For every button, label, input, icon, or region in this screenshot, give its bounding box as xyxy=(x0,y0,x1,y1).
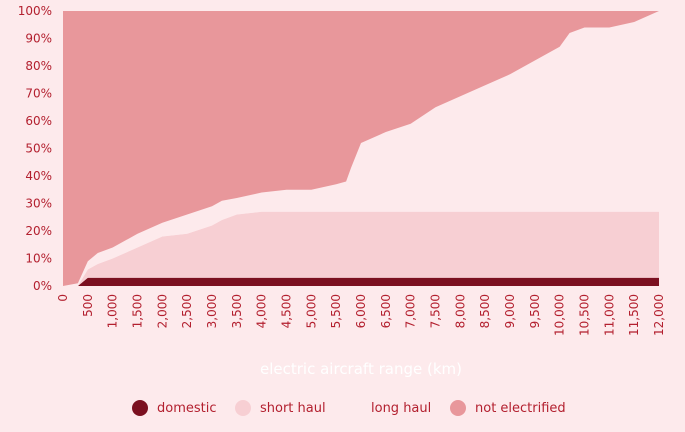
x-axis-label: electric aircraft range (km) xyxy=(260,360,462,378)
x-tick-label: 8,000 xyxy=(453,294,467,328)
legend-item-short-haul: short haul xyxy=(235,400,326,416)
x-tick-label: 6,500 xyxy=(379,294,393,328)
x-tick-label: 3,000 xyxy=(205,294,219,328)
legend-swatch xyxy=(346,400,362,416)
legend-item-not-electrified: not electrified xyxy=(450,400,566,416)
area-not-electrified xyxy=(63,11,659,286)
x-tick-label: 11,500 xyxy=(627,294,641,336)
x-axis: 0 500 1,000 1,500 2,000 2,500 3,000 3,500 4,000 4… xyxy=(56,294,666,336)
x-tick-label: 4,500 xyxy=(280,294,294,328)
y-tick-label: 10% xyxy=(25,252,52,266)
y-tick-label: 70% xyxy=(25,87,52,101)
x-tick-label: 9,000 xyxy=(503,294,517,328)
x-tick-label: 3,500 xyxy=(230,294,244,328)
y-tick-label: 50% xyxy=(25,142,52,156)
x-tick-label: 10,500 xyxy=(578,294,592,336)
y-tick-label: 0% xyxy=(33,279,52,293)
y-tick-label: 100% xyxy=(18,4,52,18)
x-tick-label: 5,500 xyxy=(329,294,343,328)
x-tick-label: 11,000 xyxy=(602,294,616,336)
legend-label: short haul xyxy=(260,401,326,416)
x-tick-label: 10,000 xyxy=(553,294,567,336)
legend-item-long-haul: long haul xyxy=(346,400,431,416)
legend-item-domestic: domestic xyxy=(132,400,217,416)
legend-label: long haul xyxy=(371,401,431,416)
x-tick-label: 7,000 xyxy=(404,294,418,328)
x-tick-label: 2,000 xyxy=(155,294,169,328)
legend-label: not electrified xyxy=(475,401,566,416)
x-tick-label: 9,500 xyxy=(528,294,542,328)
y-tick-label: 20% xyxy=(25,224,52,238)
legend: domestic short haul long haul not electrifi… xyxy=(132,400,566,416)
x-tick-label: 7,500 xyxy=(429,294,443,328)
x-tick-label: 1,000 xyxy=(106,294,120,328)
legend-label: domestic xyxy=(157,401,217,416)
x-tick-label: 2,500 xyxy=(180,294,194,328)
legend-swatch xyxy=(132,400,148,416)
y-tick-label: 90% xyxy=(25,32,52,46)
x-tick-label: 5,000 xyxy=(304,294,318,328)
legend-swatch xyxy=(235,400,251,416)
area-short-haul xyxy=(63,211,659,286)
y-tick-label: 40% xyxy=(25,169,52,183)
x-tick-label: 0 xyxy=(56,294,70,302)
x-tick-label: 6,000 xyxy=(354,294,368,328)
area-group xyxy=(63,11,659,286)
x-tick-label: 12,000 xyxy=(652,294,666,336)
legend-swatch xyxy=(450,400,466,416)
area-domestic xyxy=(63,277,659,286)
area-long-haul xyxy=(63,11,659,286)
x-tick-label: 1,500 xyxy=(131,294,145,328)
y-tick-label: 30% xyxy=(25,197,52,211)
y-tick-label: 80% xyxy=(25,59,52,73)
x-tick-label: 8,500 xyxy=(478,294,492,328)
y-tick-label: 60% xyxy=(25,114,52,128)
x-tick-label: 500 xyxy=(81,294,95,317)
x-tick-label: 4,000 xyxy=(255,294,269,328)
y-axis: 0% 10% 20% 30% 40% 50% 60% 70% 80% 90% 100% xyxy=(18,4,52,293)
